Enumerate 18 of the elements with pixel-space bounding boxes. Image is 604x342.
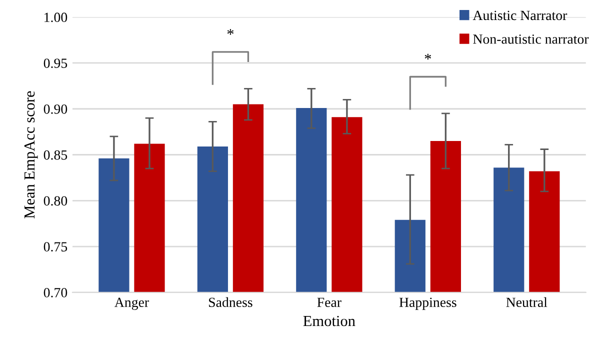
- y-tick-label: 0.85: [44, 150, 68, 160]
- x-tick-label: Happiness: [399, 298, 456, 310]
- legend-label: Autistic Narrator: [472, 10, 568, 20]
- y-tick-label: 1.00: [44, 12, 68, 22]
- y-tick-label: 0.70: [44, 288, 68, 298]
- y-tick-label: 0.90: [44, 104, 68, 114]
- y-tick-label: 0.95: [44, 58, 68, 68]
- x-tick-label: Fear: [317, 298, 342, 308]
- y-axis-title: Mean EmpAcc score: [24, 91, 38, 218]
- x-tick-label: Neutral: [506, 297, 548, 308]
- legend-label: Non-autistic narrator: [473, 34, 589, 44]
- x-tick-label: Sadness: [209, 297, 252, 308]
- x-tick-label: Anger: [114, 298, 149, 310]
- x-axis-title: Emotion: [303, 316, 356, 326]
- annotation: *: [424, 54, 431, 60]
- y-tick-label: 0.75: [44, 242, 68, 252]
- annotation: *: [227, 29, 234, 35]
- y-tick-label: 0.80: [44, 196, 68, 206]
